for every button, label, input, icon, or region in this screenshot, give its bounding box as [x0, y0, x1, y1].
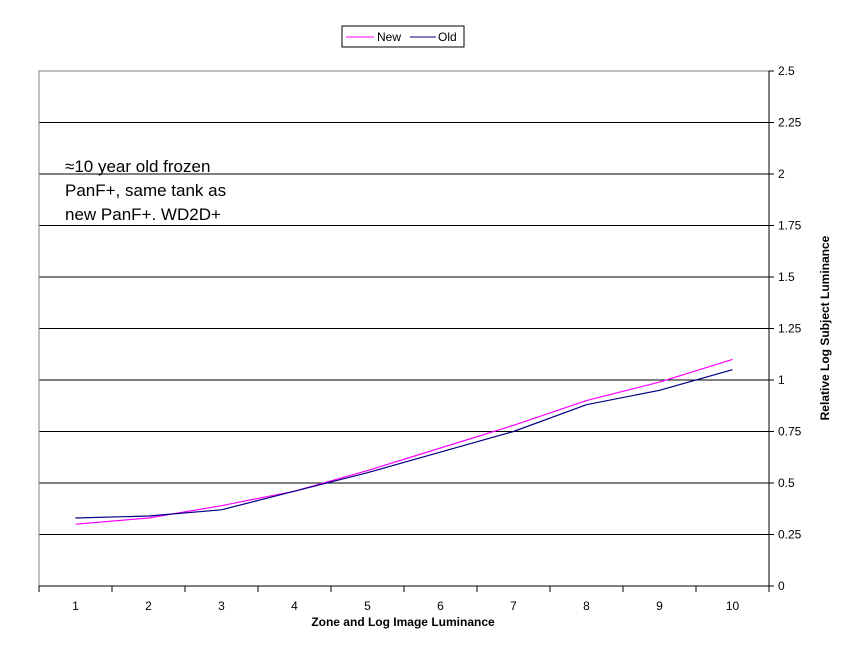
y-tick-label: 1.75	[778, 219, 802, 233]
y-tick-label: 1.5	[778, 270, 795, 284]
legend-box	[341, 25, 465, 48]
y-axis-title: Relative Log Subject Luminance	[818, 235, 832, 420]
y-tick-label: 0	[778, 579, 785, 593]
series-line-old	[75, 369, 733, 519]
x-tick-label: 4	[291, 599, 298, 613]
x-tick-label: 5	[364, 599, 371, 613]
y-tick-label: 1.25	[778, 322, 802, 336]
y-tick-label: 1	[778, 373, 785, 387]
legend-label-new: New	[377, 30, 401, 44]
x-tick-label: 3	[218, 599, 225, 613]
series-layer	[75, 358, 733, 525]
y-tick-label: 2	[778, 167, 785, 181]
axes: 0 0.25 0.5 0.75 1 1.25 1.5 1.75 2 2.25 2.5 1 2 3 4 5 6 7 8…	[38, 64, 802, 613]
x-tick-label: 8	[583, 599, 590, 613]
annotation-line-3: new PanF+. WD2D+	[65, 205, 221, 224]
x-tick-label: 6	[437, 599, 444, 613]
annotation-line-2: PanF+, same tank as	[65, 181, 226, 200]
x-tick-label: 2	[145, 599, 152, 613]
y-tick-label: 0.25	[778, 528, 802, 542]
annotation-line-1: ≈10 year old frozen	[65, 157, 210, 176]
legend: New Old	[341, 25, 465, 48]
y-tick-label: 0.75	[778, 425, 802, 439]
y-tick-label: 2.5	[778, 64, 795, 78]
annotation: ≈10 year old frozen PanF+, same tank as …	[65, 157, 226, 224]
x-axis-title: Zone and Log Image Luminance	[311, 615, 495, 629]
x-tick-label: 1	[72, 599, 79, 613]
x-tick-label: 9	[656, 599, 663, 613]
y-tick-label: 0.5	[778, 476, 795, 490]
legend-label-old: Old	[438, 30, 457, 44]
y-tick-label: 2.25	[778, 116, 802, 130]
x-tick-label: 7	[510, 599, 517, 613]
gridlines	[39, 122, 769, 535]
x-tick-label: 10	[726, 599, 740, 613]
series-line-new	[75, 358, 733, 525]
